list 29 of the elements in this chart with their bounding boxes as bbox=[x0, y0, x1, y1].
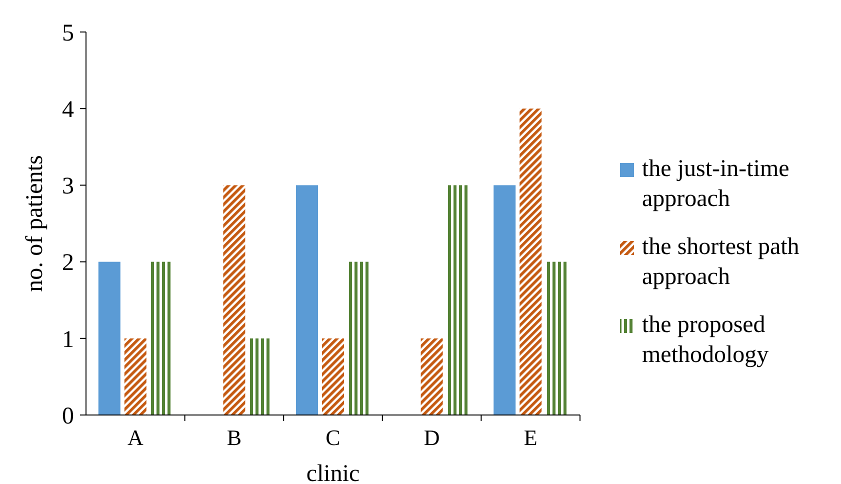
x-axis-title: clinic bbox=[306, 461, 360, 484]
bar bbox=[520, 108, 542, 415]
y-tick-label: 0 bbox=[62, 403, 74, 430]
x-tick-label: B bbox=[226, 425, 242, 450]
bar bbox=[322, 338, 344, 415]
bar bbox=[124, 338, 146, 415]
y-tick-label: 5 bbox=[62, 20, 74, 46]
bar bbox=[348, 262, 370, 415]
bar bbox=[150, 262, 172, 415]
x-tick-label: E bbox=[524, 425, 538, 450]
y-tick-label: 3 bbox=[62, 174, 74, 200]
x-tick-label: D bbox=[424, 425, 440, 450]
bar bbox=[223, 185, 246, 415]
legend-label: the proposed methodology bbox=[642, 312, 769, 368]
x-tick-label: C bbox=[326, 425, 340, 450]
bar bbox=[420, 338, 443, 415]
bar bbox=[249, 338, 272, 415]
bar bbox=[494, 185, 516, 415]
bar bbox=[296, 185, 318, 415]
y-tick-label: 2 bbox=[62, 250, 74, 276]
bar bbox=[546, 262, 568, 415]
bar bbox=[446, 185, 469, 415]
y-axis-title: no. of patients bbox=[22, 155, 48, 292]
legend-label: the shortest path approach bbox=[642, 234, 800, 290]
legend-label: the just-in-time approach bbox=[642, 156, 790, 212]
y-tick-label: 4 bbox=[62, 97, 74, 123]
bar bbox=[98, 262, 120, 415]
y-tick-label: 1 bbox=[62, 326, 74, 353]
x-tick-label: A bbox=[127, 425, 144, 450]
